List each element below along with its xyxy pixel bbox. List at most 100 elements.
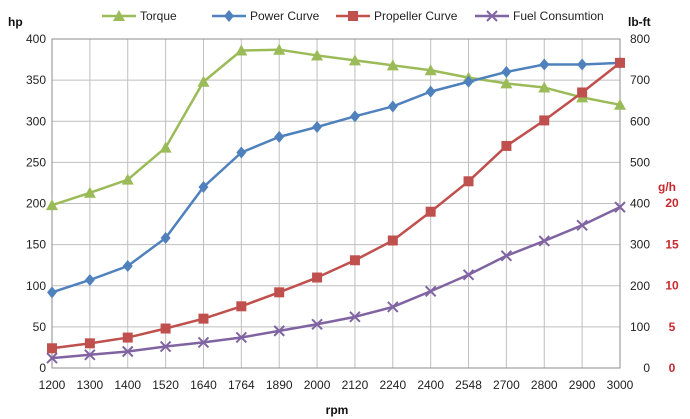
y-right-tick-label: 400 — [630, 197, 650, 211]
y-left-tick-label: 150 — [26, 238, 46, 252]
series-line-fuel-consumtion — [51, 205, 621, 360]
series-fuel-consumtion — [46, 201, 626, 364]
legend-item-propeller-curve: Propeller Curve — [336, 9, 458, 23]
x-tick-label: 2548 — [455, 378, 482, 392]
y-left-tick-label: 100 — [26, 279, 46, 293]
data-point-fuel-consumtion — [387, 301, 399, 313]
data-point-torque — [197, 75, 210, 87]
data-point-fuel-consumtion — [159, 340, 172, 353]
data-point-propeller-curve — [615, 57, 625, 68]
y-right-tick-label: 800 — [630, 32, 650, 46]
data-point-torque — [46, 199, 58, 211]
y-left-tick-label: 400 — [26, 32, 46, 46]
x-tick-label: 1400 — [114, 378, 141, 392]
data-point-power-curve — [463, 75, 474, 88]
data-point-fuel-consumtion — [311, 318, 323, 330]
legend-item-fuel-consumtion: Fuel Consumtion — [475, 9, 604, 23]
data-point-torque — [424, 64, 437, 76]
data-point-power-curve — [274, 130, 285, 143]
data-point-torque — [83, 186, 96, 198]
y-right-tick-label: 300 — [630, 238, 650, 252]
data-point-torque — [121, 173, 134, 185]
y-left-tick-label: 350 — [26, 73, 46, 87]
x-tick-label: 1300 — [77, 378, 104, 392]
data-point-propeller-curve — [236, 301, 247, 312]
y-fuel-tick-label: 5 — [669, 320, 676, 334]
series-torque — [46, 43, 626, 211]
legend: Torque Power Curve Propeller Curve Fuel Con… — [102, 9, 604, 23]
data-point-power-curve — [349, 110, 360, 123]
data-point-propeller-curve — [463, 176, 474, 187]
data-point-propeller-curve — [387, 235, 398, 246]
y-right-tick-label: 700 — [630, 73, 650, 87]
data-point-torque — [273, 43, 286, 55]
y-left-tick-label: 300 — [26, 114, 46, 128]
legend-marker — [224, 10, 234, 22]
data-point-torque — [159, 141, 172, 153]
x-tick-label: 1520 — [152, 378, 179, 392]
data-point-propeller-curve — [122, 332, 133, 343]
data-point-fuel-consumtion — [46, 352, 58, 364]
data-point-fuel-consumtion — [273, 325, 285, 337]
y-left-axis-title: hp — [8, 15, 23, 29]
data-point-propeller-curve — [198, 313, 209, 324]
data-point-fuel-consumtion — [500, 250, 513, 262]
y-right-tick-label: 0 — [643, 361, 650, 375]
legend-label: Propeller Curve — [374, 9, 458, 23]
series-line-torque — [51, 48, 621, 207]
data-point-fuel-consumtion — [84, 349, 96, 361]
data-point-fuel-consumtion — [576, 219, 588, 231]
y-fuel-tick-label: 20 — [665, 196, 679, 210]
y-left-tick-label: 0 — [39, 361, 46, 375]
y-left-tick-label: 200 — [26, 197, 46, 211]
data-point-torque — [538, 81, 551, 93]
data-point-power-curve — [236, 146, 247, 159]
y-fuel-tick-label: 15 — [665, 237, 679, 251]
data-point-fuel-consumtion — [538, 235, 550, 247]
legend-marker — [348, 11, 358, 21]
data-point-torque — [311, 49, 324, 61]
data-point-power-curve — [387, 100, 398, 113]
data-point-propeller-curve — [312, 272, 323, 283]
data-point-propeller-curve — [274, 287, 285, 298]
data-point-power-curve — [122, 260, 133, 273]
x-tick-label: 2700 — [493, 378, 520, 392]
legend-label: Power Curve — [250, 9, 320, 23]
y-right-tick-label: 600 — [630, 114, 650, 128]
y-left-tick-label: 250 — [26, 155, 46, 169]
data-point-power-curve — [501, 65, 512, 78]
data-point-torque — [348, 54, 361, 66]
x-tick-label: 2240 — [379, 378, 406, 392]
legend-label: Torque — [140, 9, 177, 23]
data-point-power-curve — [84, 273, 95, 286]
data-point-propeller-curve — [47, 343, 57, 354]
data-point-propeller-curve — [539, 115, 550, 126]
x-tick-label: 2120 — [342, 378, 369, 392]
series-line-power-curve — [51, 61, 621, 294]
x-tick-label: 2900 — [569, 378, 596, 392]
data-point-fuel-consumtion — [197, 336, 210, 349]
x-tick-label: 2400 — [417, 378, 444, 392]
data-point-power-curve — [539, 58, 550, 71]
legend-item-power-curve: Power Curve — [212, 9, 320, 23]
data-point-power-curve — [577, 58, 588, 71]
data-point-power-curve — [425, 85, 436, 98]
y-fuel-axis-title: g/h — [658, 180, 676, 194]
legend-marker — [486, 10, 498, 22]
data-point-power-curve — [160, 232, 171, 245]
x-tick-label: 3000 — [607, 378, 634, 392]
data-point-fuel-consumtion — [235, 331, 248, 344]
x-tick-label: 2800 — [531, 378, 558, 392]
data-point-fuel-consumtion — [349, 311, 361, 323]
series-propeller-curve — [47, 57, 625, 354]
data-point-power-curve — [47, 286, 57, 299]
data-point-propeller-curve — [425, 206, 436, 217]
x-tick-label: 1200 — [39, 378, 66, 392]
y-right-tick-label: 500 — [630, 155, 650, 169]
data-point-torque — [386, 59, 399, 71]
series-line-propeller-curve — [51, 61, 621, 350]
data-point-fuel-consumtion — [424, 285, 437, 297]
data-point-propeller-curve — [577, 87, 588, 98]
